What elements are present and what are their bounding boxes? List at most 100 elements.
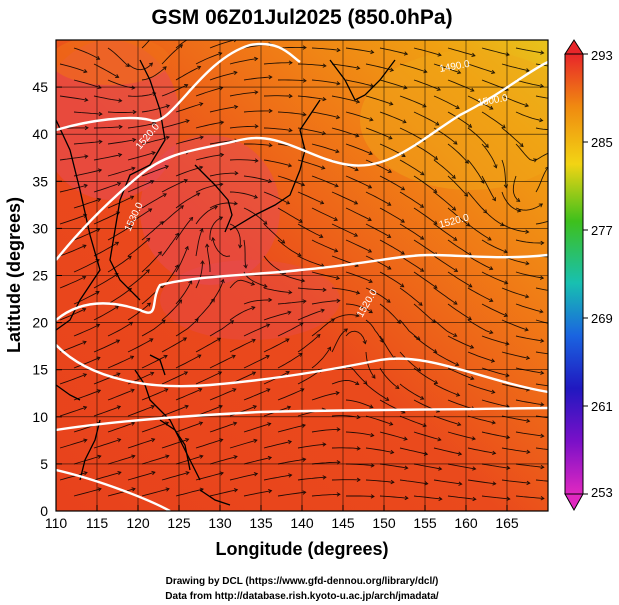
streamline xyxy=(345,207,372,221)
streamline xyxy=(515,143,537,162)
streamline xyxy=(512,175,520,202)
colorbar-label: 285 xyxy=(591,135,613,150)
streamline-arrow xyxy=(322,475,327,480)
streamline-arrow xyxy=(83,405,88,410)
streamline-arrow xyxy=(233,455,238,460)
streamline-arrow xyxy=(116,372,121,377)
streamline xyxy=(535,127,548,130)
streamline xyxy=(209,355,236,369)
streamline-arrow xyxy=(385,396,390,401)
streamline xyxy=(175,280,192,305)
streamline-arrow xyxy=(254,90,259,95)
streamline xyxy=(467,95,494,110)
y-tick-label: 5 xyxy=(40,456,48,472)
streamline-arrow xyxy=(540,464,545,470)
streamline xyxy=(59,439,87,449)
streamline xyxy=(297,334,321,353)
streamline xyxy=(107,225,133,241)
streamline xyxy=(501,287,529,298)
streamline-arrow xyxy=(524,294,530,299)
streamline-arrow xyxy=(184,245,189,251)
streamline xyxy=(311,461,340,465)
streamline-arrow xyxy=(146,237,151,242)
streamline xyxy=(379,367,400,389)
streamline xyxy=(413,463,442,470)
contour-label: 1500.0 xyxy=(477,93,509,109)
y-axis: 0 5 10 15 20 25 30 35 40 45 xyxy=(32,79,62,519)
streamline xyxy=(93,438,121,449)
streamline-arrow xyxy=(371,374,376,379)
streamline-arrow xyxy=(165,104,171,109)
streamline xyxy=(413,303,436,323)
streamline-arrow xyxy=(540,402,545,407)
streamline-arrow xyxy=(335,275,341,281)
streamline xyxy=(127,180,154,193)
streamline-arrow xyxy=(84,125,89,131)
streamline-arrow xyxy=(526,418,531,423)
streamline-arrow xyxy=(288,93,293,99)
streamline xyxy=(175,192,200,209)
streamline xyxy=(311,300,340,305)
streamline-arrow xyxy=(287,439,293,445)
colorbar-label: 293 xyxy=(591,48,613,63)
streamline-arrow xyxy=(213,205,219,210)
streamline-arrow xyxy=(302,78,307,83)
streamline-arrow xyxy=(115,74,120,78)
streamline xyxy=(331,127,359,137)
streamline xyxy=(413,111,440,126)
streamline-arrow xyxy=(467,123,473,128)
streamline xyxy=(212,237,231,257)
streamline xyxy=(331,314,360,321)
streamline xyxy=(297,95,326,100)
streamline xyxy=(263,62,292,65)
streamline xyxy=(175,422,203,433)
streamline-arrow xyxy=(83,471,88,476)
streamline-arrow xyxy=(402,119,407,124)
streamline-arrow xyxy=(455,392,461,397)
x-tick-label: 125 xyxy=(167,515,191,531)
streamline-arrow xyxy=(165,454,170,459)
streamline-arrow xyxy=(355,381,360,386)
streamline xyxy=(195,298,215,321)
streamline-arrow xyxy=(128,321,134,326)
streamline xyxy=(331,95,360,103)
streamline xyxy=(141,66,167,81)
streamline-arrow xyxy=(129,355,135,360)
streamline-arrow xyxy=(472,466,477,471)
streamline xyxy=(399,351,421,372)
streamline-arrow xyxy=(200,260,205,265)
streamline-arrow xyxy=(370,494,375,499)
streamline xyxy=(365,127,393,140)
streamline xyxy=(467,127,489,148)
streamline xyxy=(73,488,102,497)
streamline xyxy=(161,337,187,353)
streamline-arrow xyxy=(84,97,89,102)
streamline-arrow xyxy=(252,405,257,410)
streamline xyxy=(433,319,457,337)
streamline xyxy=(229,191,258,199)
streamline xyxy=(209,455,238,465)
streamline-arrow xyxy=(558,147,562,150)
streamline xyxy=(467,447,496,454)
streamline-arrow xyxy=(175,232,180,237)
streamline-arrow xyxy=(423,451,429,456)
streamline-arrow xyxy=(540,240,545,246)
streamline xyxy=(127,237,150,257)
streamline xyxy=(73,141,102,145)
streamline-arrow xyxy=(540,370,545,375)
streamline-arrow xyxy=(403,85,408,90)
streamline xyxy=(399,447,428,455)
streamline-arrow xyxy=(367,184,373,189)
streamline-arrow xyxy=(146,302,151,307)
streamline xyxy=(447,495,476,500)
streamline xyxy=(107,455,135,465)
streamline xyxy=(365,63,394,71)
streamline-arrow xyxy=(492,450,497,456)
streamline xyxy=(501,95,529,107)
streamline-arrow xyxy=(179,205,184,210)
streamline-arrow xyxy=(437,437,442,442)
streamline xyxy=(501,191,521,212)
streamline xyxy=(93,273,119,289)
streamline-arrow xyxy=(250,281,256,286)
streamline-arrow xyxy=(199,227,204,233)
